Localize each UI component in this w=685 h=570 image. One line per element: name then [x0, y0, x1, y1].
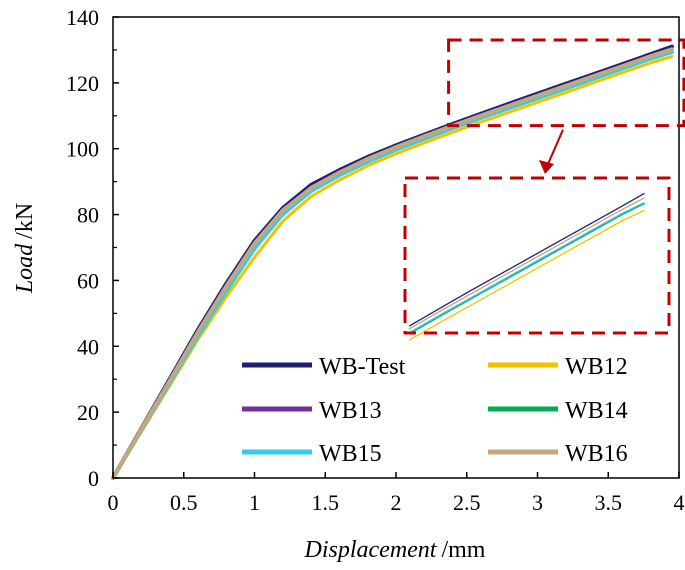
y-axis-title-main: Load — [12, 243, 38, 294]
x-tick-label: 1.5 — [312, 490, 340, 515]
legend-label-wb12: WB12 — [565, 354, 628, 380]
x-axis-title-unit: /mm — [441, 537, 485, 563]
y-tick-label: 40 — [77, 334, 99, 359]
zoom-arrow-head — [539, 160, 554, 174]
series-lines — [111, 44, 674, 480]
series-line-wb12 — [111, 55, 674, 480]
legend-label-wb-test: WB-Test — [319, 354, 406, 380]
legend-label-wb15: WB15 — [319, 441, 382, 467]
x-tick-label: 0 — [108, 490, 119, 515]
series-line-wb16 — [111, 47, 674, 480]
y-tick-label: 80 — [77, 203, 99, 228]
x-tick-label: 4 — [674, 490, 685, 515]
inset-zoom-box — [403, 176, 671, 335]
x-tick-label: 3.5 — [595, 490, 623, 515]
y-tick-label: 140 — [66, 5, 99, 30]
legend-label-wb16: WB16 — [565, 441, 628, 467]
x-tick-label: 2.5 — [453, 490, 481, 515]
y-tick-label: 0 — [88, 466, 99, 491]
x-tick-label: 1 — [249, 490, 260, 515]
x-tick-label: 0.5 — [170, 490, 198, 515]
y-tick-label: 20 — [77, 400, 99, 425]
inset-line-wb14 — [408, 202, 645, 335]
y-tick-label: 60 — [77, 268, 99, 293]
y-axis-title: Load/kN — [12, 203, 38, 294]
x-axis-title: Displacement/mm — [304, 537, 486, 563]
inset-series-lines — [408, 192, 645, 341]
inset-line-wb-test — [408, 192, 645, 327]
x-tick-label: 2 — [391, 490, 402, 515]
axis-ticks — [112, 16, 680, 479]
legend-label-wb14: WB14 — [565, 398, 628, 424]
x-axis-title-main: Displacement — [304, 537, 438, 563]
y-axis-title-unit: /kN — [12, 203, 38, 239]
y-tick-label: 100 — [66, 137, 99, 162]
x-tick-label: 3 — [532, 490, 543, 515]
zoom-arrow — [547, 129, 564, 165]
zoom-source-box — [447, 38, 685, 128]
series-line-wb15 — [111, 49, 674, 480]
y-tick-label: 120 — [66, 71, 99, 96]
inset-line-wb15 — [408, 201, 645, 334]
legend-label-wb13: WB13 — [319, 398, 382, 424]
inset-line-wb12 — [408, 209, 645, 341]
inset-line-wb16 — [408, 197, 645, 330]
legend: WB-Test WB12 WB13 WB14 WB15 WB16 — [242, 354, 628, 467]
